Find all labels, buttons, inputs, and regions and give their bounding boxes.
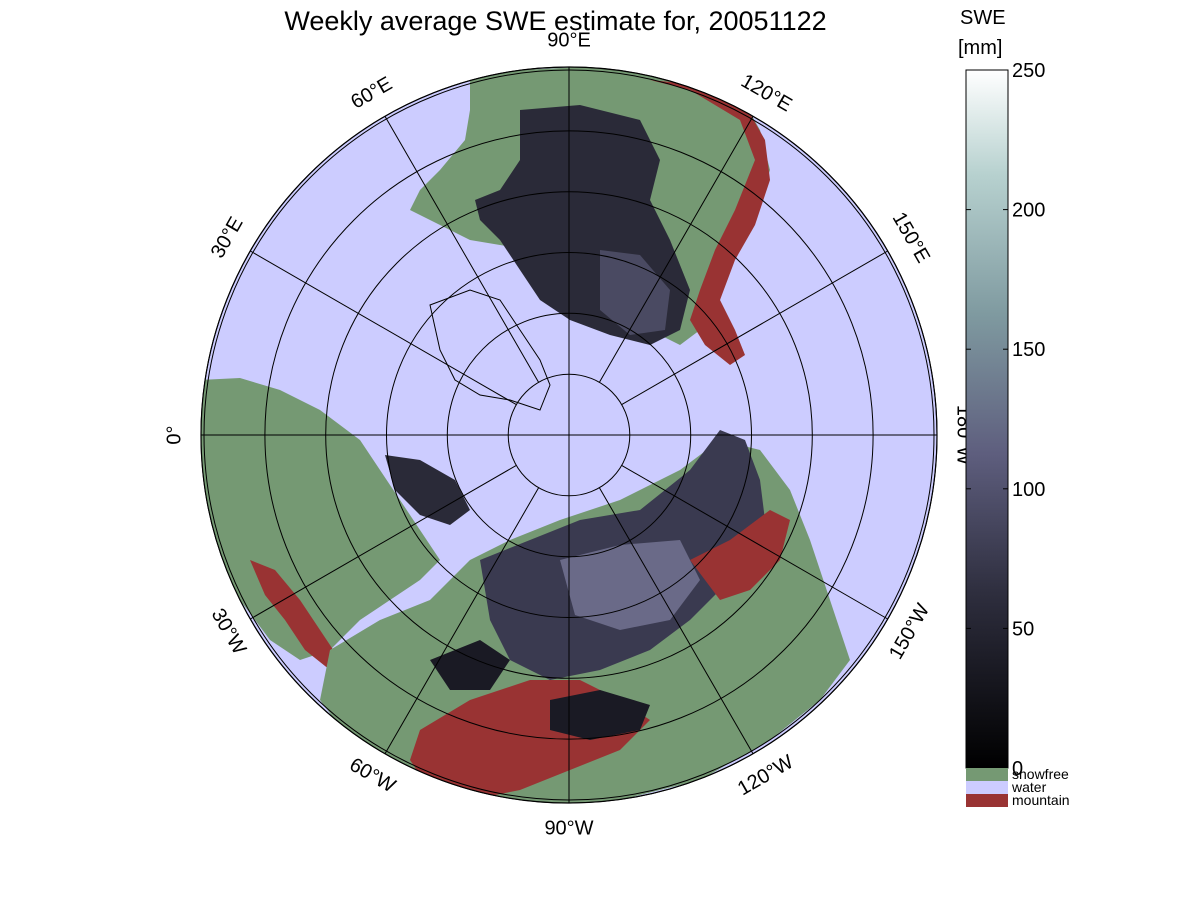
siberia-snowcover-mid <box>560 540 700 630</box>
north-america-snowcover-mid <box>600 250 670 335</box>
longitude-label: 150°E <box>888 208 934 266</box>
scandinavia-snow <box>385 455 470 525</box>
colorbar: SWE [mm] 0 50 100 150 200 250 snowfreewatermo… <box>958 7 1070 808</box>
east-asia-mountains <box>690 510 790 600</box>
meridian-line <box>598 116 754 383</box>
longitude-label: 90°E <box>547 29 591 51</box>
colorbar-ticks: 0 50 100 150 200 250 <box>966 60 1045 780</box>
meridian-line <box>250 250 517 406</box>
land-layer <box>201 67 850 803</box>
map-rim <box>200 66 938 804</box>
meridian-line <box>621 464 888 620</box>
europe-snowfree <box>201 378 440 660</box>
meridian-line <box>250 464 517 620</box>
colorbar-category-label: mountain <box>1012 792 1070 808</box>
mongolia-snow <box>550 690 650 740</box>
longitude-label: 30°W <box>207 605 251 659</box>
longitude-label: 0° <box>163 425 185 444</box>
meridian-line <box>384 487 540 754</box>
colorbar-tick-label: 150 <box>1012 339 1045 361</box>
colorbar-gradient <box>965 69 1009 769</box>
meridian-line <box>621 250 888 406</box>
longitude-label: 90°W <box>544 817 593 839</box>
longitude-label: 60°W <box>346 754 400 798</box>
central-asia-snow <box>430 640 510 690</box>
colorbar-category-swatch <box>966 768 1008 781</box>
meridian-line <box>384 116 540 383</box>
colorbar-category-swatch <box>966 794 1008 807</box>
colorbar-tick-label: 0 <box>1012 758 1023 780</box>
colorbar-title-line2: [mm] <box>958 37 1002 59</box>
longitude-label: 60°E <box>347 73 396 114</box>
colorbar-tick-label: 250 <box>1012 60 1045 82</box>
rocky-mountains <box>650 80 770 365</box>
map-title: Weekly average SWE estimate for, 2005112… <box>284 6 827 36</box>
meridian-line <box>598 487 754 754</box>
longitude-label: 30°E <box>207 213 248 262</box>
colorbar-title-line1: SWE <box>960 7 1006 29</box>
colorbar-category-label: water <box>1011 779 1047 795</box>
graticule <box>201 67 937 803</box>
europe-mountains <box>250 560 340 670</box>
colorbar-tick-label: 100 <box>1012 479 1045 501</box>
colorbar-category-swatch <box>966 781 1008 794</box>
longitude-label: 120°E <box>737 70 795 116</box>
colorbar-tick-label: 50 <box>1012 618 1034 640</box>
colorbar-tick-label: 200 <box>1012 200 1045 222</box>
colorbar-category-label: snowfree <box>1012 766 1069 782</box>
